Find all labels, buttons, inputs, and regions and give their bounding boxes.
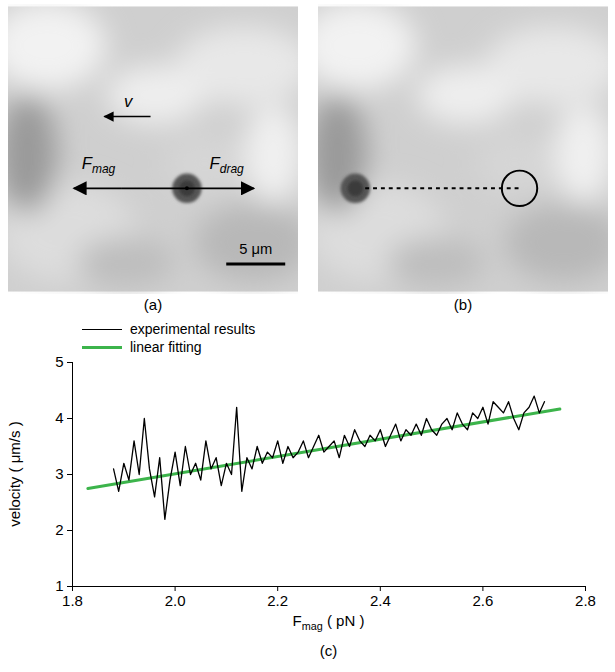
html-text:(b): (b) [453,296,473,313]
svg-text:2.6: 2.6 [472,592,493,609]
svg-text:5 μm: 5 μm [239,241,272,257]
svg-text:2.0: 2.0 [165,592,186,609]
svg-text:1: 1 [55,577,64,595]
svg-text:2.8: 2.8 [575,592,596,609]
svg-text:v: v [124,92,134,111]
svg-text:2: 2 [55,521,63,538]
svg-text:2.2: 2.2 [267,592,288,609]
svg-text:2.4: 2.4 [370,592,391,609]
html-text:(c): (c) [319,642,338,659]
html-text:linear fitting: linear fitting [130,339,202,355]
svg-text:Fdrag: Fdrag [210,154,245,177]
svg-text:4: 4 [55,409,63,426]
svg-text:3: 3 [55,465,63,482]
svg-text:Fmag ( pN ): Fmag ( pN ) [293,612,365,632]
svg-text:1.8: 1.8 [62,592,83,609]
svg-text:velocity ( μm/s ): velocity ( μm/s ) [6,421,23,526]
svg-text:5: 5 [55,353,63,370]
svg-text:Fmag: Fmag [82,154,116,177]
html-text:experimental results: experimental results [130,321,256,337]
html-text:(a): (a) [143,296,163,313]
